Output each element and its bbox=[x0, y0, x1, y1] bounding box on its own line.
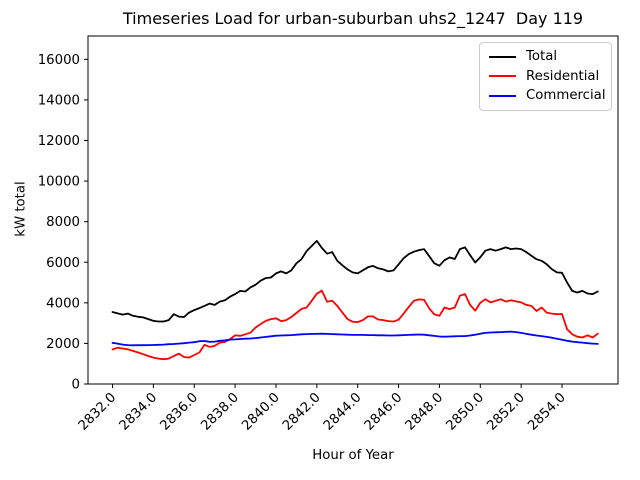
y-tick-label: 14000 bbox=[38, 93, 80, 108]
x-tick-label: 2838.0 bbox=[198, 390, 242, 434]
x-tick-label: 2842.0 bbox=[280, 390, 324, 434]
x-tick-label: 2854.0 bbox=[525, 390, 569, 434]
legend-label-commercial: Commercial bbox=[526, 88, 606, 104]
y-tick-label: 6000 bbox=[46, 256, 80, 271]
legend-line-total bbox=[489, 55, 516, 58]
x-tick-label: 2836.0 bbox=[158, 390, 202, 434]
x-tick-label: 2846.0 bbox=[362, 390, 406, 434]
x-tick-label: 2834.0 bbox=[117, 390, 161, 434]
y-axis-label: kW total bbox=[13, 181, 29, 237]
x-axis-label: Hour of Year bbox=[312, 448, 394, 463]
y-tick-label: 8000 bbox=[46, 215, 80, 230]
legend-label-residential: Residential bbox=[526, 68, 600, 84]
y-tick-label: 0 bbox=[72, 378, 80, 393]
legend: Total Residential Commercial bbox=[479, 42, 612, 111]
y-tick-label: 16000 bbox=[38, 53, 80, 68]
legend-item-total: Total bbox=[489, 50, 607, 63]
x-tick-label: 2844.0 bbox=[321, 390, 365, 434]
y-tick-label: 10000 bbox=[38, 175, 80, 190]
y-tick-label: 2000 bbox=[46, 337, 80, 352]
series-line-commercial bbox=[111, 330, 599, 347]
legend-item-commercial: Commercial bbox=[489, 88, 607, 104]
chart-title: Timeseries Load for urban-suburban uhs2_… bbox=[122, 9, 584, 28]
legend-label-total: Total bbox=[526, 49, 558, 65]
x-tick-label: 2852.0 bbox=[484, 390, 528, 434]
series-line-total bbox=[111, 239, 599, 323]
series-line-residential bbox=[111, 289, 599, 361]
y-tick-label: 4000 bbox=[46, 296, 80, 311]
axes-frame bbox=[87, 35, 619, 385]
x-tick-label: 2832.0 bbox=[76, 390, 120, 434]
legend-item-residential: Residential bbox=[489, 70, 607, 83]
legend-line-residential bbox=[489, 75, 516, 78]
x-tick-label: 2848.0 bbox=[403, 390, 447, 434]
legend-line-commercial bbox=[489, 95, 516, 98]
x-tick-label: 2840.0 bbox=[239, 390, 283, 434]
x-tick-label: 2850.0 bbox=[444, 390, 488, 434]
y-tick-label: 12000 bbox=[38, 134, 80, 149]
